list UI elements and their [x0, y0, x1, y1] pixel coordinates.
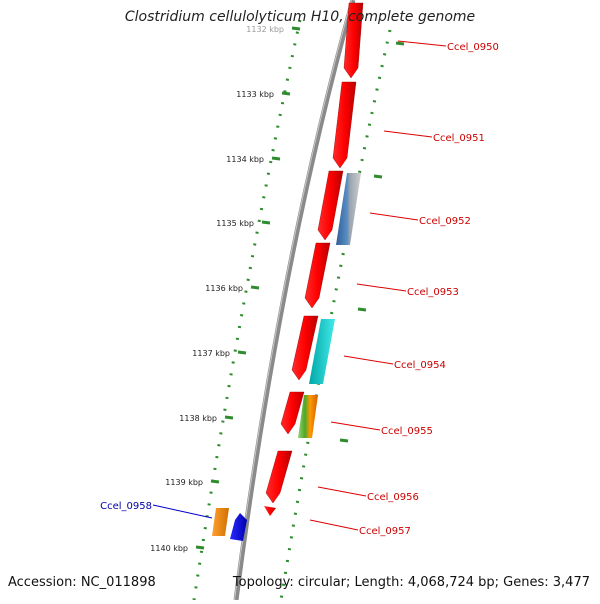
cog-strip-ccel-0955[interactable] — [298, 395, 318, 438]
cog-strip-ccel-0952[interactable] — [336, 173, 361, 245]
label-leader — [330, 421, 381, 431]
label-leader — [356, 283, 407, 292]
label-leader — [383, 130, 433, 138]
outer-ring — [279, 29, 392, 601]
tick-mark — [237, 350, 247, 355]
tick-label: 1134 kbp — [226, 155, 264, 164]
map-title: Clostridium cellulolyticum H10, complete… — [124, 9, 476, 25]
cog-strip-ccel-0954[interactable] — [309, 319, 335, 384]
tick-mark — [250, 285, 260, 290]
label-leader — [317, 486, 367, 497]
tick-label: 1133 kbp — [236, 90, 274, 99]
tick-mark — [210, 479, 220, 484]
gene-arrow-ccel-0955[interactable] — [280, 391, 305, 435]
label-leader — [369, 212, 419, 221]
gene-label[interactable]: Ccel_0958 — [100, 501, 152, 512]
gene-arrow-ccel-0951[interactable] — [332, 81, 357, 169]
gene-arrow-ccel-0954[interactable] — [291, 315, 319, 381]
label-leader — [152, 504, 213, 519]
outer-tick-mark — [395, 41, 405, 46]
label-leader — [343, 355, 394, 365]
gene-label[interactable]: Ccel_0954 — [394, 360, 446, 371]
gene-arrow-ccel-0956[interactable] — [265, 450, 293, 504]
tick-label: 1137 kbp — [192, 349, 230, 358]
label-leader — [397, 40, 447, 47]
outer-tick-mark — [339, 438, 349, 443]
outer-tick-mark — [373, 174, 383, 179]
cog-strip-ccel-0958[interactable] — [212, 508, 229, 536]
tick-mark — [195, 545, 205, 550]
gene-label[interactable]: Ccel_0957 — [359, 526, 411, 537]
inner-ring — [192, 19, 302, 601]
tick-mark — [291, 26, 301, 31]
gene-label[interactable]: Ccel_0956 — [367, 492, 419, 503]
label-leader — [309, 519, 359, 531]
gene-label[interactable]: Ccel_0951 — [433, 133, 485, 144]
gene-label[interactable]: Ccel_0955 — [381, 426, 433, 437]
tick-mark — [224, 415, 234, 420]
tick-label: 1135 kbp — [216, 219, 254, 228]
gene-arrow-ccel-0958[interactable] — [230, 513, 247, 541]
tick-label: 1132 kbp — [246, 25, 284, 34]
gene-arrow-ccel-0950[interactable] — [343, 2, 364, 79]
tick-label: 1136 kbp — [205, 284, 243, 293]
tick-mark — [271, 156, 281, 161]
outer-tick-mark — [357, 307, 367, 312]
genome-backbone — [233, 0, 356, 601]
gene-label[interactable]: Ccel_0953 — [407, 287, 459, 298]
accession-label: Accession: NC_011898 — [8, 575, 156, 590]
genome-backbone-highlight — [234, 0, 352, 601]
tick-label: 1139 kbp — [165, 478, 203, 487]
gene-label[interactable]: Ccel_0952 — [419, 216, 471, 227]
gene-arrow-ccel-0952[interactable] — [317, 170, 344, 241]
genome-summary: Topology: circular; Length: 4,068,724 bp… — [232, 575, 590, 590]
gene-label[interactable]: Ccel_0950 — [447, 42, 499, 53]
tick-mark — [281, 91, 291, 96]
tick-mark — [261, 220, 271, 225]
gene-arrow-ccel-0957[interactable] — [264, 506, 276, 516]
tick-label: 1140 kbp — [150, 544, 188, 553]
tick-label: 1138 kbp — [179, 414, 217, 423]
gene-arrow-ccel-0953[interactable] — [304, 242, 331, 309]
